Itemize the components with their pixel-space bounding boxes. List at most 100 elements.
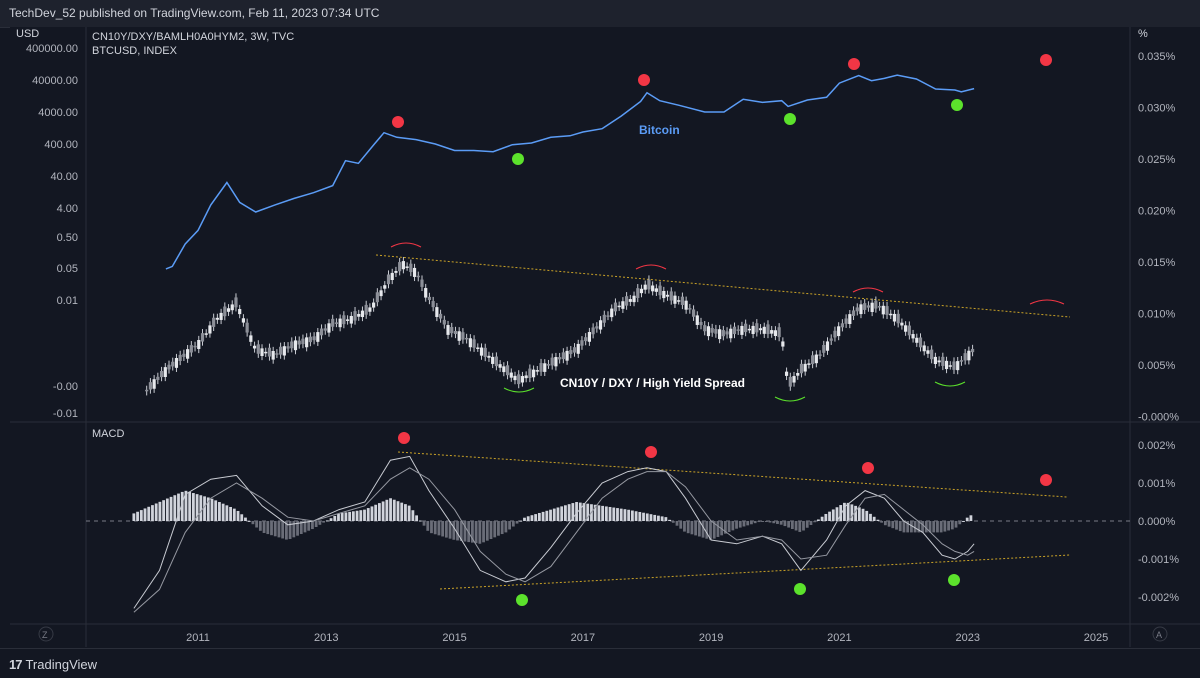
time-axis-ticks: 2011 2013 2015 2017 2019 2021 2023 2025 — [186, 632, 1108, 644]
macd-histogram-bar — [701, 521, 705, 538]
candle-body — [502, 366, 506, 373]
macd-histogram-bar — [381, 501, 385, 521]
macd-histogram-bar — [917, 521, 921, 533]
time-axis-tick: 2013 — [314, 632, 338, 644]
upper-trendline — [375, 254, 1071, 318]
chart-area[interactable]: USD % CN10Y/DXY/BAMLH0A0HYM2, 3W, TVC BT… — [10, 27, 1200, 647]
red-top-marker — [1040, 54, 1052, 66]
brand-name: TradingView — [25, 657, 98, 672]
time-axis-tick: 2015 — [442, 632, 466, 644]
auto-scale-label[interactable]: A — [1156, 630, 1162, 640]
candle-body — [747, 328, 751, 331]
candle-body — [859, 304, 863, 315]
candle-body — [234, 297, 238, 308]
candle-body — [286, 346, 290, 349]
macd-histogram-bar — [556, 507, 560, 521]
candle-body — [647, 279, 651, 290]
macd-histogram-bar — [251, 521, 255, 525]
candle-body — [349, 315, 353, 324]
z-button-label[interactable]: Z — [42, 630, 48, 640]
candle-body — [572, 347, 577, 353]
macd-histogram-bar — [616, 508, 619, 521]
top-arc — [390, 242, 422, 248]
macd-histogram-bar — [474, 521, 478, 544]
candle-body — [762, 326, 766, 334]
macd-histogram-bar — [653, 514, 657, 521]
candle-body — [465, 337, 469, 340]
macd-histogram-bar — [586, 503, 590, 521]
candle-body — [565, 350, 569, 361]
macd-histogram-bar — [887, 521, 891, 527]
candle-body — [591, 327, 595, 335]
macd-histogram-bar — [861, 508, 865, 521]
candle-body — [680, 296, 685, 306]
candle-body — [293, 340, 298, 351]
macd-histogram-bar — [906, 521, 910, 533]
macd-histogram-bar — [816, 519, 820, 521]
candle-body — [561, 352, 565, 360]
green-bottom-marker — [512, 153, 524, 165]
macd-histogram-bar — [396, 501, 400, 521]
candle-body — [334, 322, 339, 324]
macd-histogram-bar — [325, 520, 329, 522]
candle-body — [342, 315, 346, 325]
bitcoin-line — [165, 74, 975, 270]
macd-histogram-bar — [824, 513, 828, 521]
candle-body — [814, 354, 818, 364]
macd-histogram-bar — [210, 498, 214, 521]
brand[interactable]: 17 TradingView — [9, 657, 97, 672]
green-macd-marker — [516, 594, 528, 606]
macd-histogram-bar — [965, 517, 969, 521]
candle-body — [639, 288, 644, 294]
candle-body — [584, 337, 588, 342]
candle-body — [372, 302, 376, 308]
macd-histogram-bar — [876, 519, 880, 521]
macd-histogram-bar — [136, 511, 139, 521]
macd-histogram-bar — [541, 511, 545, 521]
macd-lower-trendline — [439, 554, 1071, 590]
macd-histogram-bar — [850, 504, 854, 521]
left-axis-tick: -0.01 — [53, 408, 78, 420]
red-macd-marker — [398, 432, 410, 444]
candle-body — [602, 314, 606, 323]
chart-title: CN10Y/DXY/BAMLH0A0HYM2, 3W, TVC — [92, 31, 294, 43]
candle-body — [386, 274, 391, 285]
candle-body — [855, 307, 859, 312]
macd-histogram-bar — [195, 494, 199, 521]
macd-histogram-bar — [686, 521, 690, 534]
macd-histogram-bar — [266, 521, 270, 535]
macd-histogram-bar — [831, 509, 835, 521]
macd-histogram-bar — [671, 521, 675, 523]
macd-histogram-bar — [694, 521, 698, 536]
macd-histogram-bar — [206, 497, 210, 521]
macd-histogram-bar — [567, 504, 571, 521]
candle-body — [688, 308, 692, 310]
candle-body — [353, 311, 357, 321]
chart-svg[interactable]: USD % CN10Y/DXY/BAMLH0A0HYM2, 3W, TVC BT… — [10, 27, 1200, 647]
candle-body — [245, 322, 249, 333]
macd-histogram-bar — [545, 510, 549, 521]
macd-histogram-bar — [924, 521, 928, 533]
candle-body — [736, 329, 740, 331]
candle-body — [360, 310, 365, 318]
macd-histogram-bar — [344, 512, 348, 521]
auto-scale-button[interactable] — [1152, 626, 1168, 642]
left-axis-tick: 400.00 — [44, 139, 78, 151]
macd-histogram-bar — [333, 515, 337, 521]
macd-histogram-bar — [244, 517, 247, 521]
candle-body — [937, 360, 941, 363]
macd-histogram-bar — [593, 504, 597, 521]
candle-body — [695, 315, 699, 325]
red-top-marker — [392, 116, 404, 128]
z-button[interactable] — [38, 626, 54, 642]
top-arc — [1029, 299, 1065, 305]
candle-body — [825, 341, 830, 351]
candle-body — [200, 333, 205, 342]
macd-histogram-bar — [493, 521, 497, 538]
macd-histogram-bar — [578, 502, 582, 521]
macd-histogram-bar — [329, 518, 333, 521]
left-axis-tick: 4.00 — [57, 203, 78, 215]
red-top-marker — [848, 58, 860, 70]
candle-body — [732, 326, 737, 335]
time-axis-tick: 2019 — [699, 632, 723, 644]
